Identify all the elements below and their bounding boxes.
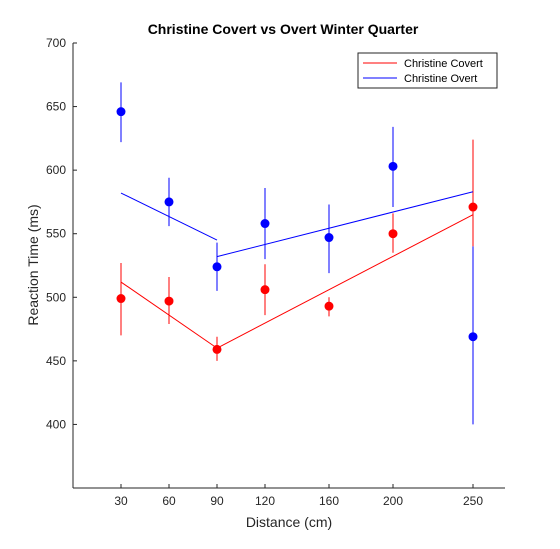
y-ticks: 400 450 500 550 600 650 700 <box>46 36 77 431</box>
legend: Christine Covert Christine Overt <box>357 52 498 89</box>
x-tick-label: 120 <box>255 494 275 508</box>
legend-box <box>357 52 498 89</box>
x-tick-label: 160 <box>319 494 339 508</box>
x-tick-label: 250 <box>463 494 483 508</box>
legend-label-covert: Christine Covert <box>404 58 483 70</box>
series-overt <box>116 82 478 425</box>
data-point-overt <box>116 107 126 117</box>
fit-line-overt <box>216 191 474 258</box>
data-point-covert <box>212 344 222 354</box>
data-point-covert <box>324 301 334 311</box>
y-tick-label: 550 <box>46 227 66 241</box>
data-point-overt <box>468 332 478 342</box>
x-tick-label: 60 <box>162 494 176 508</box>
y-tick-label: 650 <box>46 100 66 114</box>
legend-label-overt: Christine Overt <box>404 73 477 85</box>
y-axis-label: Reaction Time (ms) <box>25 204 41 325</box>
x-tick-label: 90 <box>210 494 224 508</box>
y-tick-label: 400 <box>46 417 66 431</box>
chart-title: Christine Covert vs Overt Winter Quarter <box>148 21 419 37</box>
series-layer <box>116 82 478 425</box>
data-point-overt <box>164 197 174 207</box>
data-point-overt <box>260 219 270 229</box>
plot-area <box>72 43 505 489</box>
x-ticks: 30 60 90 120 160 200 250 <box>114 484 483 508</box>
x-tick-label: 200 <box>383 494 403 508</box>
data-point-covert <box>164 296 174 306</box>
data-point-overt <box>388 161 398 171</box>
x-tick-label: 30 <box>114 494 128 508</box>
data-point-covert <box>468 202 478 212</box>
data-point-covert <box>388 229 398 239</box>
y-tick-label: 600 <box>46 163 66 177</box>
x-axis-label: Distance (cm) <box>246 514 332 530</box>
series-covert <box>116 139 478 361</box>
y-tick-label: 450 <box>46 354 66 368</box>
y-tick-label: 700 <box>46 36 66 50</box>
data-point-covert <box>116 294 126 304</box>
y-tick-label: 500 <box>46 290 66 304</box>
data-point-overt <box>324 233 334 243</box>
data-point-covert <box>260 285 270 295</box>
fit-line-covert <box>216 214 474 349</box>
data-point-overt <box>212 262 222 272</box>
